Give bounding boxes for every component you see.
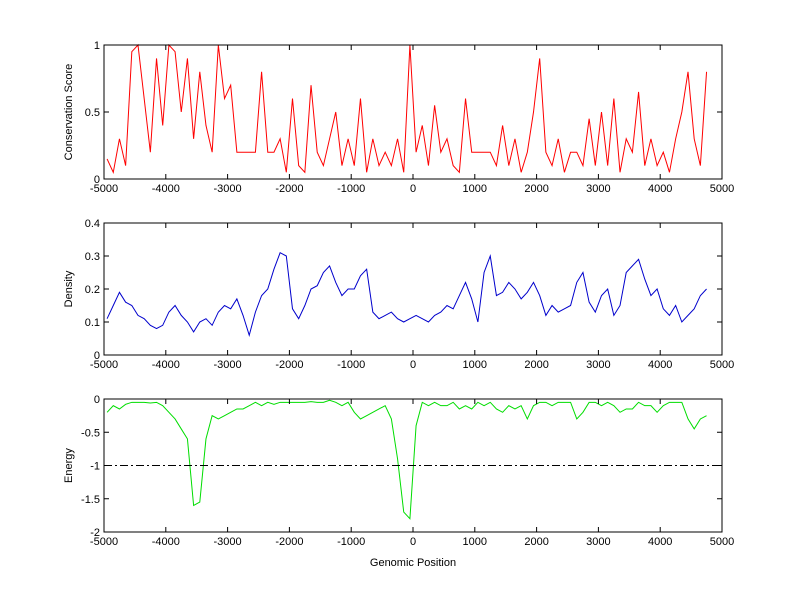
x-tick-label: -5000: [90, 183, 118, 195]
x-tick-label: -1000: [337, 536, 365, 548]
y-tick-label: -1.5: [81, 494, 100, 506]
x-tick-label: 1000: [463, 183, 487, 195]
x-tick-label: -4000: [152, 536, 180, 548]
x-tick-label: -2000: [275, 359, 303, 371]
x-tick-label: 2000: [524, 359, 548, 371]
data-line: [106, 399, 707, 520]
data-line: [106, 43, 708, 174]
x-tick-label: 3000: [586, 359, 610, 371]
x-tick-label: -4000: [152, 183, 180, 195]
y-tick-label: 0: [94, 350, 100, 362]
x-tick-label: 4000: [648, 536, 672, 548]
x-tick-label: 5000: [710, 359, 734, 371]
x-tick-label: 3000: [586, 536, 610, 548]
x-tick-label: -2000: [275, 183, 303, 195]
y-tick-label: 0.4: [85, 218, 100, 230]
y-tick-label: 0.5: [85, 107, 100, 119]
x-tick-label: 2000: [524, 183, 548, 195]
x-tick-label: 5000: [710, 536, 734, 548]
x-tick-label: 0: [410, 183, 416, 195]
data-line: [106, 251, 707, 337]
y-tick-label: -1: [90, 461, 100, 473]
x-tick-label: 0: [410, 536, 416, 548]
x-tick-label: -3000: [214, 183, 242, 195]
x-tick-label: -4000: [152, 359, 180, 371]
x-tick-label: 5000: [710, 183, 734, 195]
x-tick-label: -2000: [275, 536, 303, 548]
y-tick-label: 0.1: [85, 317, 100, 329]
x-tick-label: -1000: [337, 359, 365, 371]
y-tick-label: 0: [94, 394, 100, 406]
y-tick-label: 0.3: [85, 251, 100, 263]
y-axis-label: Conservation Score: [63, 64, 75, 161]
x-tick-label: -3000: [214, 359, 242, 371]
x-tick-label: 2000: [524, 536, 548, 548]
plot-area: [104, 45, 722, 179]
x-tick-label: 0: [410, 359, 416, 371]
x-tick-label: -5000: [90, 536, 118, 548]
x-axis-label: Genomic Position: [370, 557, 456, 569]
y-tick-label: -2: [90, 527, 100, 539]
x-tick-label: -3000: [214, 536, 242, 548]
y-axis-label: Density: [63, 270, 75, 307]
x-tick-label: 1000: [463, 359, 487, 371]
x-tick-label: 3000: [586, 183, 610, 195]
x-tick-label: 1000: [463, 536, 487, 548]
plot-area: [104, 223, 722, 355]
x-tick-label: 4000: [648, 359, 672, 371]
y-tick-label: -0.5: [81, 427, 100, 439]
y-tick-label: 0: [94, 174, 100, 186]
x-tick-label: -5000: [90, 359, 118, 371]
y-tick-label: 1: [94, 40, 100, 52]
x-tick-label: -1000: [337, 183, 365, 195]
x-tick-label: 4000: [648, 183, 672, 195]
y-tick-label: 0.2: [85, 284, 100, 296]
y-axis-label: Energy: [63, 448, 75, 483]
